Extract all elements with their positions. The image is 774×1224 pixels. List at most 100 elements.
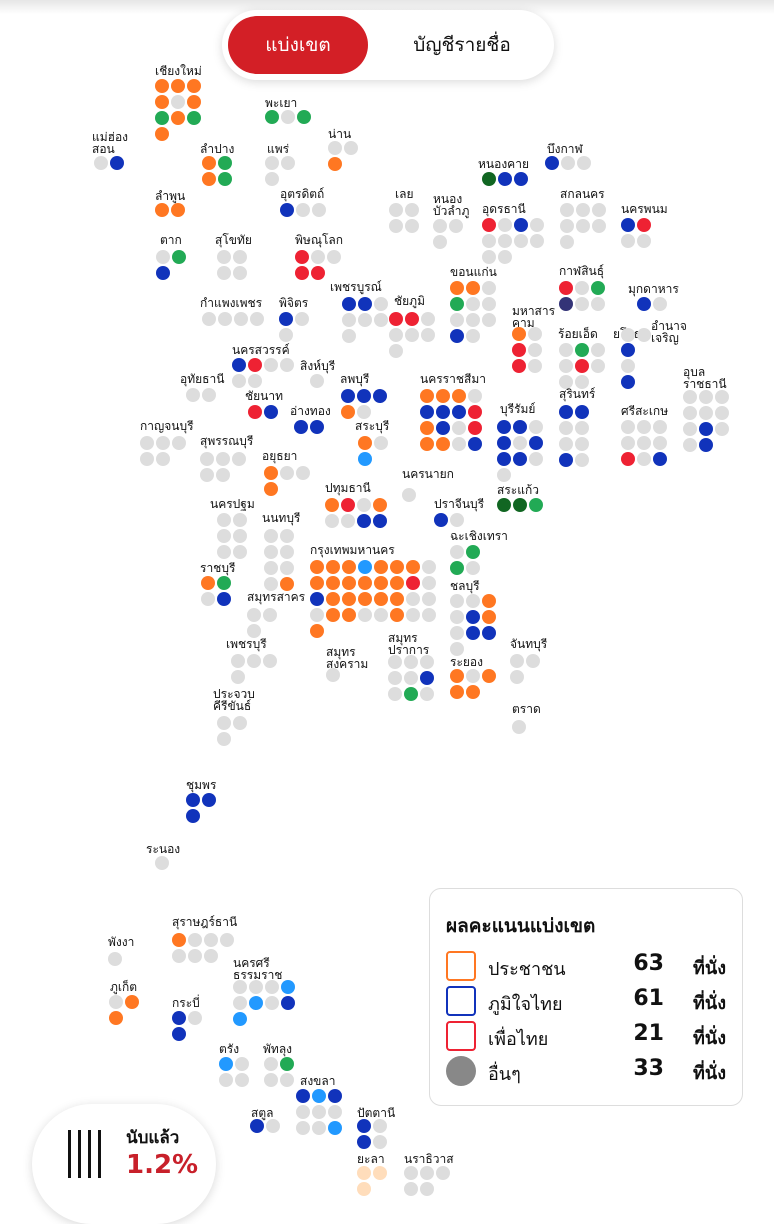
party-seats: 61 bbox=[633, 986, 664, 1011]
seat-dot bbox=[311, 250, 325, 264]
seat-dot bbox=[188, 933, 202, 947]
tab[interactable]: บัญชีรายชื่อ bbox=[413, 34, 511, 56]
province-label: นครพนม bbox=[621, 202, 668, 216]
seat-dot bbox=[248, 405, 262, 419]
seat-dot bbox=[311, 266, 325, 280]
seat-dot bbox=[296, 1089, 310, 1103]
seat-dot bbox=[404, 655, 418, 669]
seat-dot bbox=[559, 375, 573, 389]
seat-dot bbox=[530, 234, 544, 248]
seat-dot bbox=[404, 671, 418, 685]
province-label: ลำพูน bbox=[155, 189, 186, 203]
tab-active[interactable]: แบ่งเขต bbox=[228, 16, 368, 74]
seat-dot bbox=[466, 626, 480, 640]
seat-dot bbox=[217, 732, 231, 746]
seat-dot bbox=[265, 156, 279, 170]
seat-dot bbox=[683, 438, 697, 452]
seat-dot bbox=[450, 313, 464, 327]
province-label: น่าน bbox=[328, 127, 352, 141]
province-label: สุโขทัย bbox=[215, 233, 252, 247]
seat-dot bbox=[513, 436, 527, 450]
seat-dot bbox=[155, 856, 169, 870]
seat-dot bbox=[420, 437, 434, 451]
seat-dot bbox=[186, 793, 200, 807]
seat-dot bbox=[280, 203, 294, 217]
seat-dot bbox=[715, 422, 729, 436]
seat-dot bbox=[405, 219, 419, 233]
seat-dot bbox=[218, 312, 232, 326]
seat-dot bbox=[155, 203, 169, 217]
province-label: กาฬสินธุ์ bbox=[559, 264, 605, 278]
seat-dot bbox=[420, 655, 434, 669]
seat-dot bbox=[621, 436, 635, 450]
seat-dot bbox=[280, 466, 294, 480]
seat-dot bbox=[560, 203, 574, 217]
seat-dot bbox=[156, 452, 170, 466]
seat-dot bbox=[247, 654, 261, 668]
seat-dot bbox=[497, 468, 511, 482]
province-label: บุรีรัมย์ bbox=[500, 402, 536, 416]
seat-dot bbox=[388, 655, 402, 669]
seat-dot bbox=[204, 949, 218, 963]
seat-dot bbox=[637, 328, 651, 342]
seat-dot bbox=[575, 359, 589, 373]
seat-dot bbox=[591, 281, 605, 295]
seat-dot bbox=[326, 608, 340, 622]
seat-dot bbox=[468, 405, 482, 419]
party-name: เพื่อไทย bbox=[488, 1029, 549, 1050]
seat-dot bbox=[188, 949, 202, 963]
seat-dot bbox=[374, 592, 388, 606]
seat-dot bbox=[575, 437, 589, 451]
seat-dot bbox=[172, 436, 186, 450]
seat-dot bbox=[559, 405, 573, 419]
seat-dot bbox=[172, 1011, 186, 1025]
province-label: พัทลุง bbox=[263, 1042, 293, 1056]
seat-dot bbox=[247, 608, 261, 622]
seat-dot bbox=[218, 156, 232, 170]
province-label: ยะลา bbox=[357, 1152, 385, 1166]
seat-dot bbox=[217, 250, 231, 264]
seat-dot bbox=[389, 219, 403, 233]
province-label: พะเยา bbox=[265, 96, 298, 110]
seat-dot bbox=[216, 468, 230, 482]
legend: ผลคะแนนแบ่งเขต ประชาชน 63 ที่นั่ง ภูมิใจไทย… bbox=[429, 888, 743, 1106]
province-label: สมุทรสาคร bbox=[247, 590, 306, 604]
province-label: นครปฐม bbox=[210, 497, 255, 511]
seat-dot bbox=[250, 312, 264, 326]
seat-dot bbox=[231, 654, 245, 668]
seat-dot bbox=[220, 933, 234, 947]
seat-dot bbox=[218, 172, 232, 186]
seat-dot bbox=[280, 545, 294, 559]
seat-dot bbox=[280, 1057, 294, 1071]
seat-dot bbox=[187, 79, 201, 93]
seat-dot bbox=[559, 421, 573, 435]
province-label: นราธิวาส bbox=[404, 1152, 454, 1166]
province-label: อุบล ราชธานี bbox=[683, 365, 727, 391]
counter-label: นับแล้ว bbox=[126, 1128, 180, 1148]
seat-dot bbox=[108, 952, 122, 966]
seat-dot bbox=[94, 156, 108, 170]
seat-dot bbox=[526, 654, 540, 668]
legend-row: ประชาชน 63 ที่นั่ง bbox=[446, 951, 726, 981]
seat-dot bbox=[279, 328, 293, 342]
seat-dot bbox=[576, 203, 590, 217]
province-label: จันทบุรี bbox=[510, 637, 548, 651]
seat-dot bbox=[452, 405, 466, 419]
province-label: มุกดาหาร bbox=[628, 282, 679, 296]
seat-dot bbox=[422, 576, 436, 590]
seat-dot bbox=[637, 420, 651, 434]
seat-dot bbox=[559, 437, 573, 451]
seat-dot bbox=[357, 1135, 371, 1149]
seat-dot bbox=[374, 313, 388, 327]
province-label: สระบุรี bbox=[355, 419, 390, 433]
seat-dot bbox=[357, 1182, 371, 1196]
seat-dot bbox=[325, 514, 339, 528]
province-label: ระยอง bbox=[450, 655, 483, 669]
province-label: เลย bbox=[395, 187, 414, 201]
seat-dot bbox=[295, 312, 309, 326]
seat-dot bbox=[342, 560, 356, 574]
seat-dot bbox=[328, 1121, 342, 1135]
seat-dot bbox=[233, 266, 247, 280]
province-label: เพชรบุรี bbox=[226, 637, 267, 651]
seat-dot bbox=[109, 995, 123, 1009]
